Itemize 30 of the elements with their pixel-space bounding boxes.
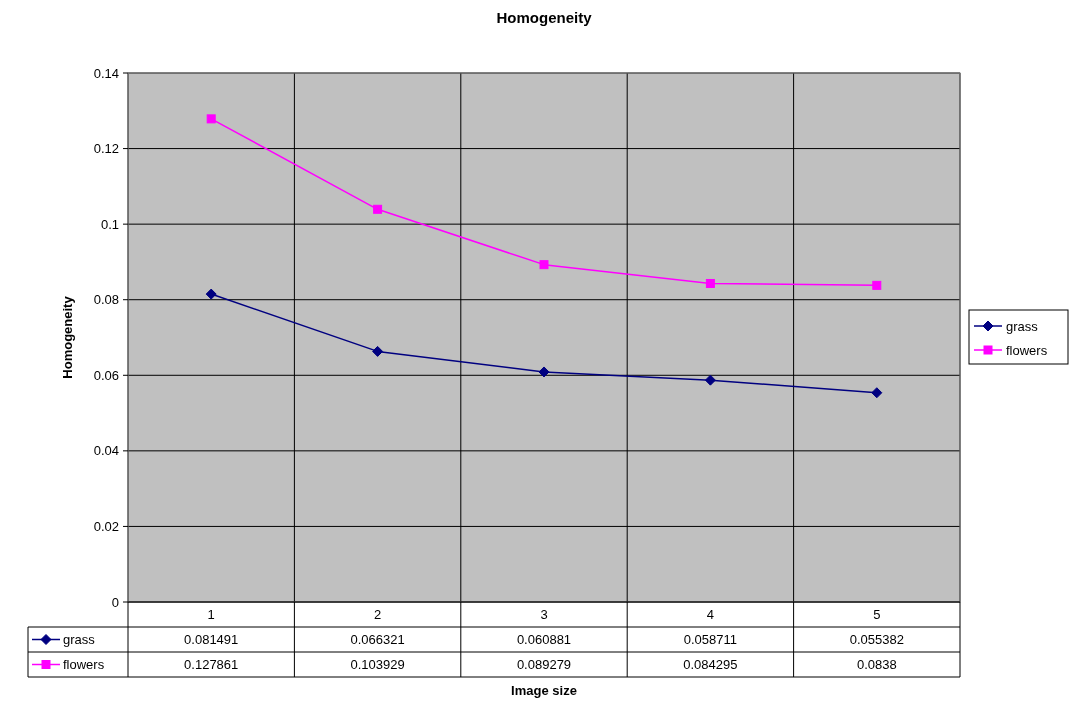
data-label: 0.084295 [683,657,738,673]
y-tick-label: 0 [111,594,119,610]
legend-label: flowers [1006,342,1048,358]
data-label: 0.060881 [516,632,572,648]
data-label: 0.089279 [516,657,572,673]
text: grass [63,632,95,648]
y-axis-title: Homogeneity [60,295,75,379]
data-label: 0.127861 [184,657,239,673]
x-tick-label: 4 [706,607,715,623]
y-tick-label: 0.04 [93,443,119,459]
data-label: 0.0838 [856,657,897,673]
chart-title: Homogeneity [496,9,593,26]
data-label: 0.058711 [683,632,738,648]
x-tick-label: 5 [873,607,881,623]
x-tick-label: 3 [540,607,548,623]
text: flowers [63,657,105,673]
y-tick-label: 0.06 [93,367,119,383]
x-tick-label: 1 [207,607,215,623]
data-label: 0.066321 [350,632,405,648]
y-tick-label: 0.02 [93,518,119,534]
x-tick-label: 2 [373,607,382,623]
data-label: 0.103929 [350,657,405,673]
y-tick-label: 0.08 [93,292,119,308]
x-axis-title: Image size [511,683,577,698]
y-tick-label: 0.14 [93,65,119,81]
data-label: 0.055382 [849,632,904,648]
legend-label: grass [1006,318,1039,334]
y-tick-label: 0.12 [93,141,119,157]
data-label: 0.081491 [184,632,239,648]
y-tick-label: 0.1 [100,216,119,232]
